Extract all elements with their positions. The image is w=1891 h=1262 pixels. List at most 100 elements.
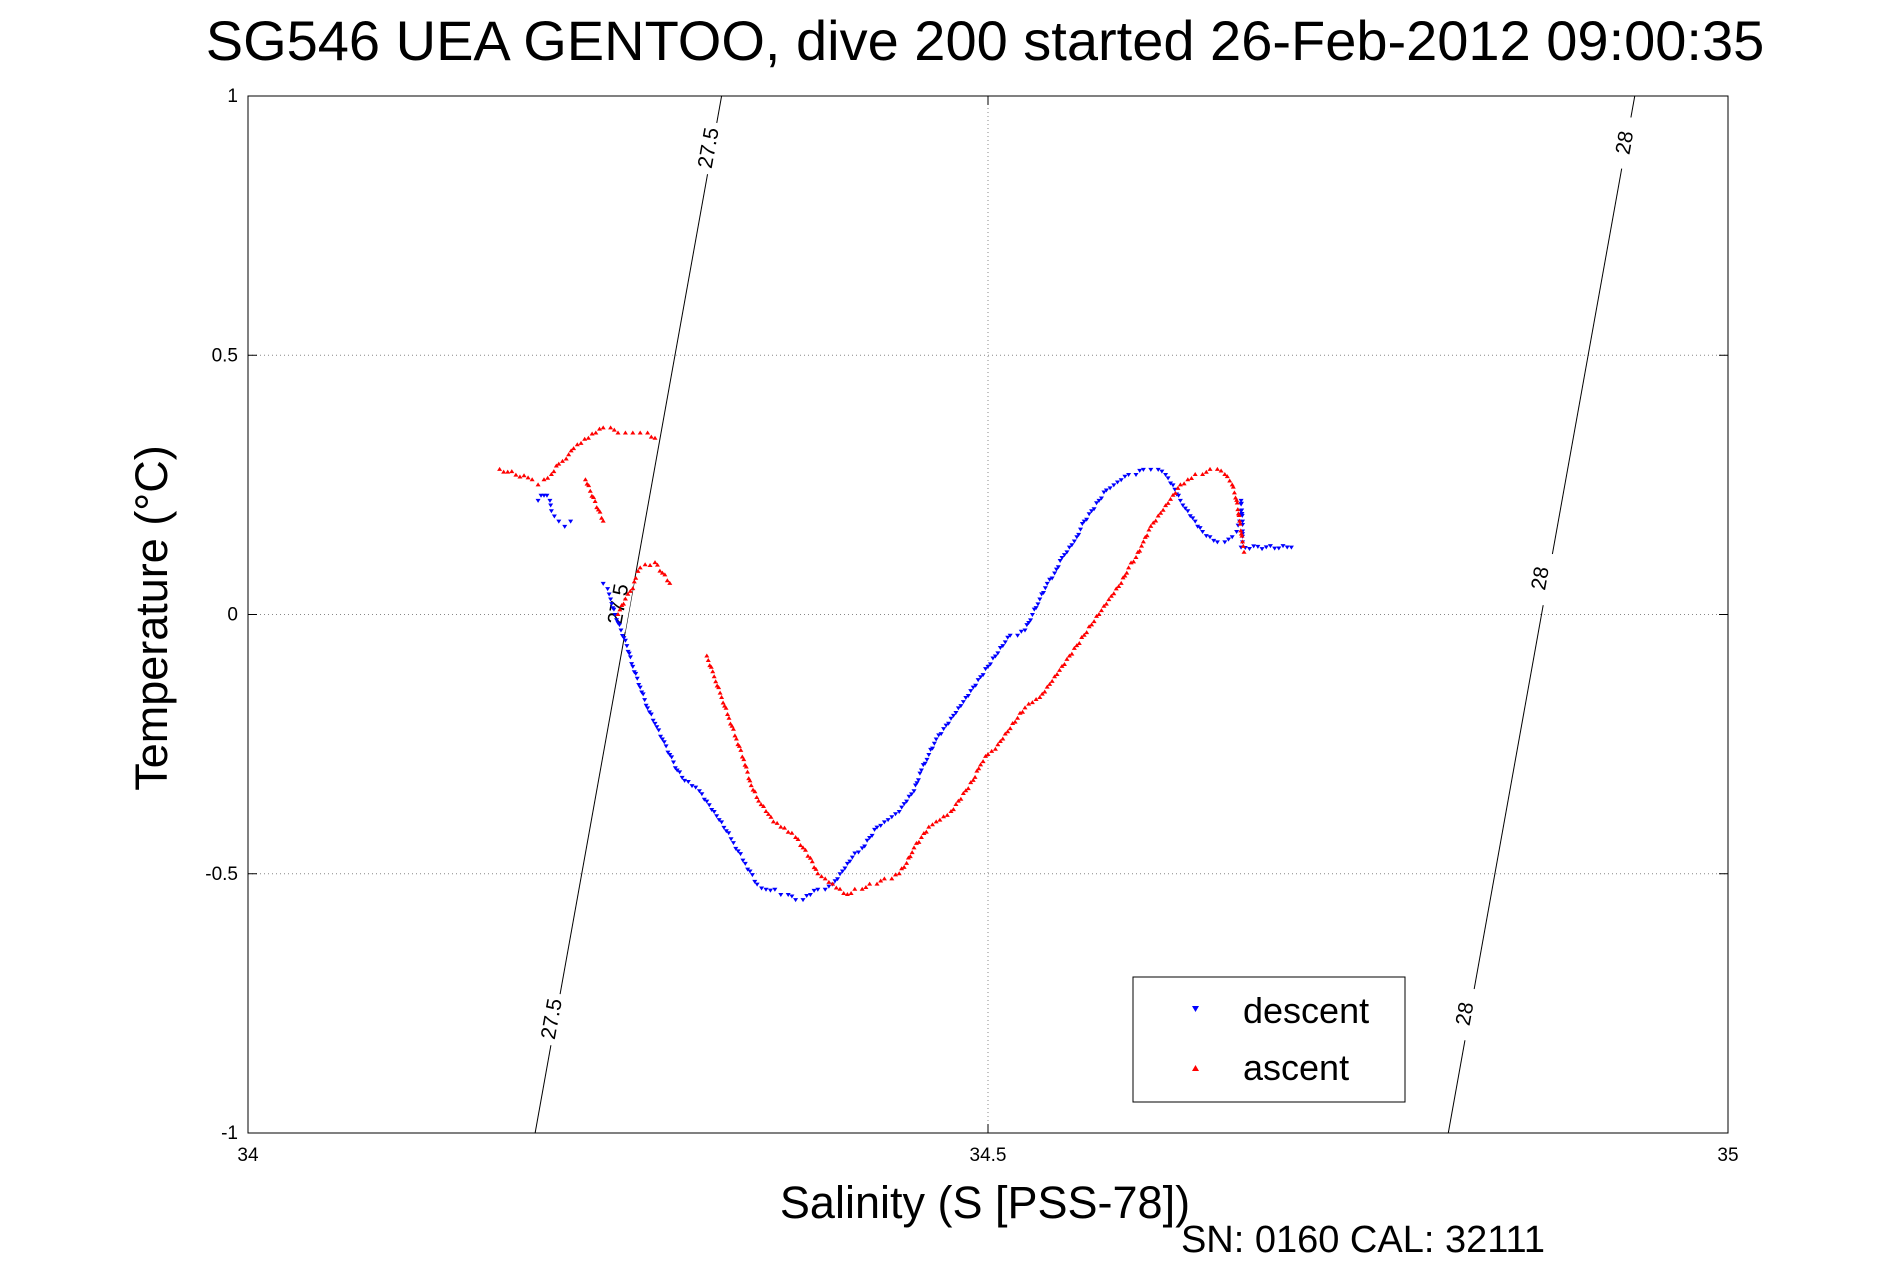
descent-point [878,823,884,828]
descent-point [1081,519,1087,524]
descent-point [893,812,898,817]
ascent-point [664,578,670,583]
ascent-point [654,562,660,567]
ascent-point [1101,603,1107,608]
descent-point [622,638,628,643]
ascent-point [732,733,738,738]
ascent-point [1214,466,1220,471]
ascent-point [1218,468,1224,473]
descent-point [1284,545,1290,550]
ascent-point [582,436,588,441]
ascent-point [933,819,939,824]
descent-point [1029,613,1035,617]
ascent-point [747,778,753,783]
descent-point [562,524,568,529]
descent-point [772,887,778,892]
ascent-point [600,425,606,430]
descent-point [1002,640,1008,645]
descent-point [869,833,875,838]
descent-point [568,519,574,524]
legend-marker-descent [1192,1006,1199,1012]
ascent-point [889,876,895,881]
ascent-point [1029,700,1035,705]
ascent-point [711,674,717,679]
ascent-point [1231,490,1237,495]
descent-point [970,685,976,690]
descent-point [667,752,673,757]
descent-point [716,818,722,823]
ascent-point [1066,653,1072,658]
ascent-point [848,890,854,895]
descent-point [899,805,905,810]
ascent-point [1116,584,1122,589]
descent-point [1086,512,1092,517]
descent-point [1239,508,1245,513]
ascent-point [758,802,764,807]
descent-point [1042,586,1048,591]
ascent-point [505,469,511,474]
descent-point [938,732,944,737]
ascent-point [909,850,915,855]
descent-point [933,737,939,742]
descent-point [728,837,734,842]
ascent-point [1148,523,1154,528]
descent-point [1180,503,1186,508]
ascent-point [730,726,736,731]
ascent-point [833,885,839,890]
ascent-point [1137,548,1143,553]
descent-point [1246,546,1252,551]
ascent-point [1081,632,1087,637]
ascent-point [585,435,591,440]
ascent-point [717,690,723,695]
ascent-point [770,819,776,824]
descent-point [807,892,813,897]
ascent-point [1002,731,1008,736]
ascent-point [630,430,636,435]
descent-point [1107,486,1113,491]
ascent-point [923,829,929,834]
descent-point [862,844,868,849]
descent-point [1022,628,1028,633]
descent-point [1018,629,1024,634]
descent-point [1200,530,1206,535]
ascent-point [622,430,628,435]
descent-point [1052,571,1058,576]
contour-label-background [1448,986,1481,1042]
descent-point [1187,514,1193,519]
descent-point [1288,545,1294,550]
ascent-point [867,881,873,886]
legend: descent ascent [1132,976,1406,1103]
y-axis-label: Temperature (°C) [126,445,177,791]
descent-point [911,789,917,794]
ascent-point [763,809,769,814]
descent-point [682,778,688,783]
descent-point [1103,488,1109,493]
ascent-point [1165,500,1171,505]
ascent-point [826,879,832,884]
descent-point [646,710,652,715]
contour-label-background [601,576,635,632]
ascent-point [1010,721,1016,726]
ascent-point [778,824,784,829]
descent-point [699,792,705,797]
ascent-point [591,494,597,499]
descent-point [953,711,959,716]
ascent-point [802,847,808,852]
descent-point [1059,555,1065,560]
descent-point [1005,635,1011,640]
descent-point [650,718,656,723]
ascent-point [743,764,749,769]
ascent-point [733,736,739,741]
descent-point [835,877,841,882]
ascent-point [1237,518,1243,523]
ascent-point [617,607,623,612]
ascent-point [893,872,898,877]
ascent-point [756,798,762,803]
ascent-point [916,839,922,844]
descent-point [556,519,562,524]
descent-point [1263,545,1269,550]
descent-point [535,498,541,503]
x-axis-ticks: 34 34.5 35 [237,96,1739,1166]
descent-point [643,703,649,708]
ascent-point [1238,528,1244,533]
